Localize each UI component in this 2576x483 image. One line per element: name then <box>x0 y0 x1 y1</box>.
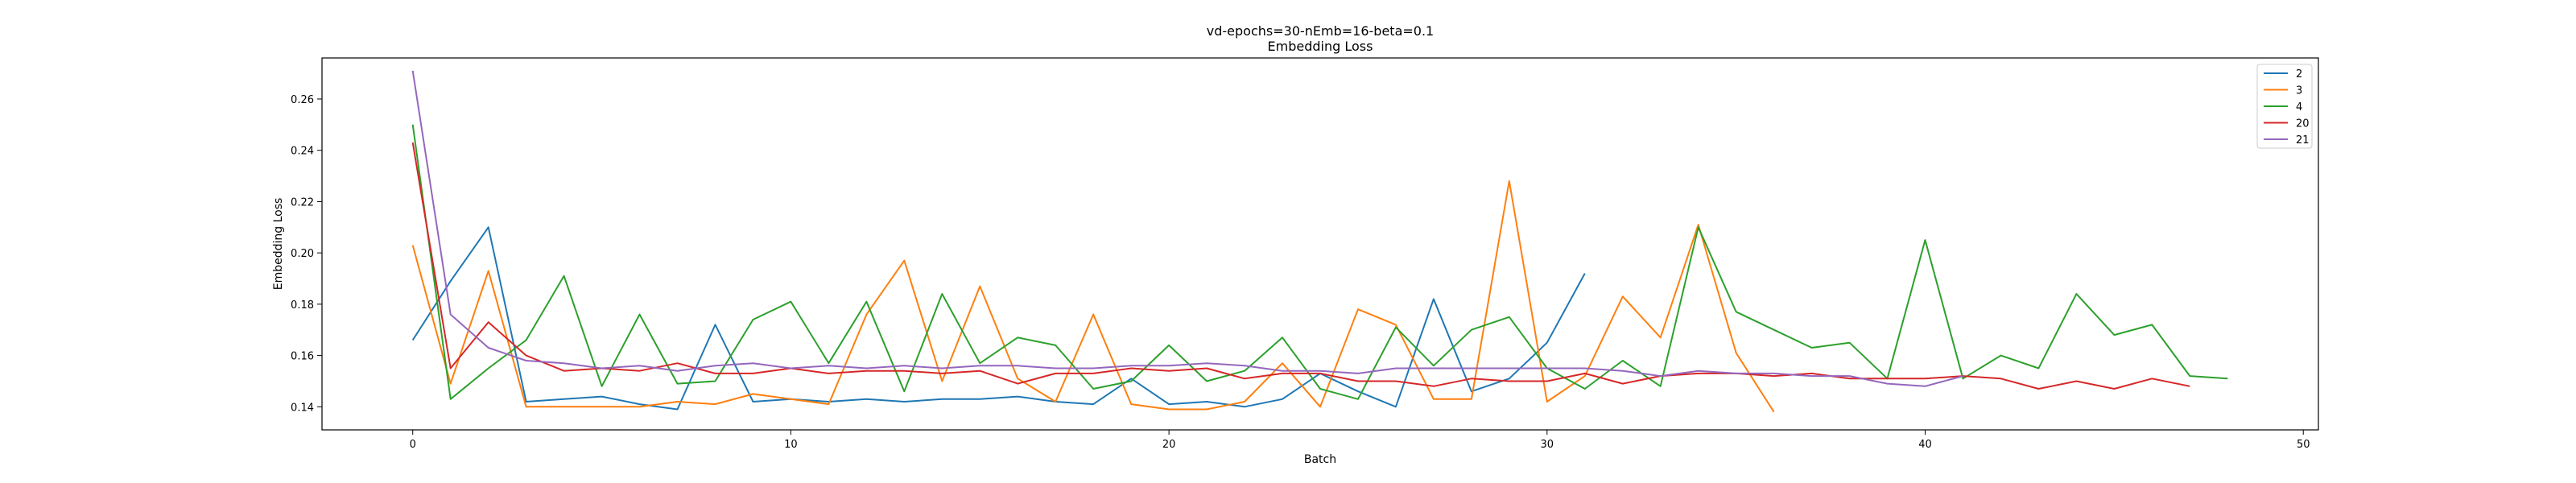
series-line-21 <box>411 70 1963 387</box>
y-tick-label: 0.16 <box>291 351 314 363</box>
y-axis-label: Embedding Loss <box>272 198 285 291</box>
x-tick-label: 10 <box>784 439 798 451</box>
legend-label: 21 <box>2296 134 2310 147</box>
chart-subtitle: Embedding Loss <box>1268 39 1373 54</box>
plot-lines <box>411 70 2228 413</box>
legend-label: 20 <box>2296 118 2310 130</box>
y-tick-label: 0.24 <box>291 146 314 158</box>
x-axis: 0 10 20 30 40 50 <box>410 430 2310 451</box>
legend-label: 2 <box>2296 68 2302 80</box>
legend-label: 4 <box>2296 101 2302 114</box>
series-line-20 <box>411 142 2190 390</box>
y-axis: 0.14 0.16 0.18 0.20 0.22 0.24 0.26 <box>291 94 322 414</box>
x-axis-label: Batch <box>1304 453 1336 466</box>
y-tick-label: 0.22 <box>291 196 314 208</box>
x-tick-label: 20 <box>1162 439 1176 451</box>
legend: 2 3 4 20 21 <box>2256 64 2313 149</box>
y-tick-label: 0.18 <box>291 299 314 312</box>
series-line-2 <box>411 226 1586 411</box>
x-tick-label: 0 <box>410 439 416 451</box>
chart-title: vd-epochs=30-nEmb=16-beta=0.1 <box>1207 23 1434 39</box>
x-tick-label: 50 <box>2297 439 2310 451</box>
y-tick-label: 0.26 <box>291 94 314 106</box>
y-tick-label: 0.20 <box>291 248 314 260</box>
x-tick-label: 40 <box>1918 439 1932 451</box>
x-tick-label: 30 <box>1541 439 1554 451</box>
legend-label: 3 <box>2296 85 2302 97</box>
series-line-3 <box>411 180 1775 413</box>
series-line-4 <box>411 124 2228 400</box>
y-tick-label: 0.14 <box>291 402 314 414</box>
plot-frame <box>321 57 2319 431</box>
